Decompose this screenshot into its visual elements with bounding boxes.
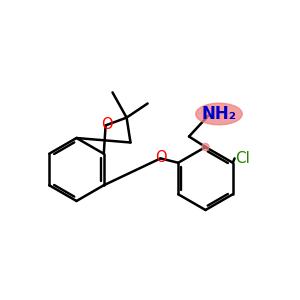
Text: O: O (156, 150, 167, 165)
Circle shape (202, 143, 209, 151)
Text: Cl: Cl (235, 151, 250, 166)
Ellipse shape (196, 103, 242, 125)
Text: O: O (101, 117, 112, 132)
Text: NH₂: NH₂ (202, 105, 236, 123)
